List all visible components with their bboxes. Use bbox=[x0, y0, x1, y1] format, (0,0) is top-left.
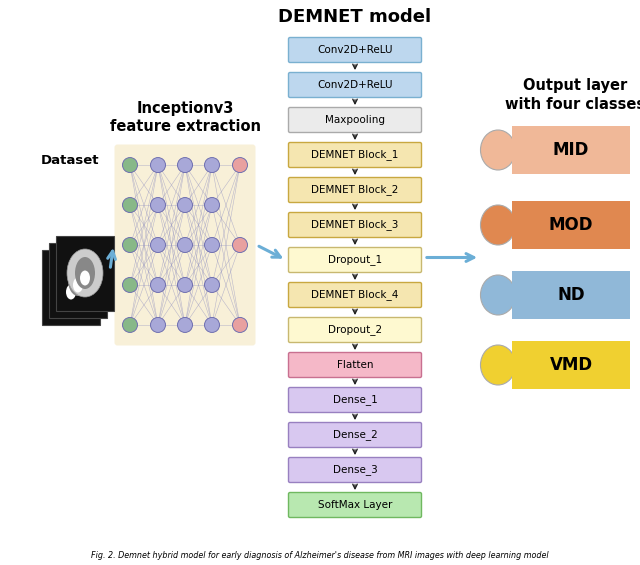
Text: DEMNET Block_3: DEMNET Block_3 bbox=[311, 220, 399, 231]
Text: DEMNET Block_4: DEMNET Block_4 bbox=[311, 289, 399, 301]
FancyBboxPatch shape bbox=[289, 107, 422, 133]
Text: VMD: VMD bbox=[549, 356, 593, 374]
Ellipse shape bbox=[68, 264, 88, 296]
Circle shape bbox=[122, 277, 138, 293]
Circle shape bbox=[177, 318, 193, 332]
Circle shape bbox=[232, 318, 248, 332]
Ellipse shape bbox=[481, 345, 515, 385]
FancyBboxPatch shape bbox=[289, 282, 422, 307]
Ellipse shape bbox=[66, 285, 76, 299]
Ellipse shape bbox=[481, 275, 515, 315]
Text: Dense_1: Dense_1 bbox=[333, 394, 378, 406]
Ellipse shape bbox=[73, 277, 83, 293]
Text: Flatten: Flatten bbox=[337, 360, 373, 370]
Circle shape bbox=[150, 237, 166, 253]
FancyBboxPatch shape bbox=[289, 423, 422, 447]
Circle shape bbox=[122, 198, 138, 212]
Text: DEMNET Block_2: DEMNET Block_2 bbox=[311, 185, 399, 195]
Ellipse shape bbox=[61, 271, 81, 303]
Text: Dataset: Dataset bbox=[41, 154, 99, 167]
Text: Conv2D+ReLU: Conv2D+ReLU bbox=[317, 80, 393, 90]
Ellipse shape bbox=[67, 249, 103, 297]
Bar bbox=[42, 250, 100, 325]
FancyBboxPatch shape bbox=[289, 37, 422, 63]
FancyBboxPatch shape bbox=[289, 72, 422, 98]
Text: Conv2D+ReLU: Conv2D+ReLU bbox=[317, 45, 393, 55]
FancyBboxPatch shape bbox=[289, 458, 422, 483]
Circle shape bbox=[205, 237, 220, 253]
FancyBboxPatch shape bbox=[289, 247, 422, 272]
Circle shape bbox=[122, 237, 138, 253]
Circle shape bbox=[205, 158, 220, 172]
Ellipse shape bbox=[60, 256, 96, 304]
FancyBboxPatch shape bbox=[289, 493, 422, 518]
Circle shape bbox=[177, 158, 193, 172]
Text: SoftMax Layer: SoftMax Layer bbox=[318, 500, 392, 510]
Circle shape bbox=[150, 318, 166, 332]
Text: Dense_3: Dense_3 bbox=[333, 464, 378, 476]
Text: Maxpooling: Maxpooling bbox=[325, 115, 385, 125]
Text: ND: ND bbox=[557, 286, 585, 304]
Ellipse shape bbox=[75, 257, 95, 289]
Text: DEMNET model: DEMNET model bbox=[278, 8, 431, 26]
Circle shape bbox=[122, 158, 138, 172]
FancyBboxPatch shape bbox=[289, 212, 422, 237]
Text: Output layer
with four classes: Output layer with four classes bbox=[505, 78, 640, 112]
Circle shape bbox=[205, 277, 220, 293]
Circle shape bbox=[177, 198, 193, 212]
Text: Dropout_2: Dropout_2 bbox=[328, 324, 382, 336]
Circle shape bbox=[150, 277, 166, 293]
Bar bbox=[512, 341, 630, 389]
Ellipse shape bbox=[481, 205, 515, 245]
Circle shape bbox=[205, 318, 220, 332]
Bar bbox=[512, 126, 630, 174]
FancyBboxPatch shape bbox=[289, 353, 422, 377]
FancyBboxPatch shape bbox=[289, 142, 422, 167]
FancyBboxPatch shape bbox=[289, 177, 422, 202]
Text: Dense_2: Dense_2 bbox=[333, 429, 378, 441]
Ellipse shape bbox=[53, 263, 89, 311]
Circle shape bbox=[205, 198, 220, 212]
Text: Inceptionv3
feature extraction: Inceptionv3 feature extraction bbox=[109, 101, 260, 134]
Circle shape bbox=[150, 198, 166, 212]
Text: DEMNET Block_1: DEMNET Block_1 bbox=[311, 150, 399, 160]
Text: Fig. 2. Demnet hybrid model for early diagnosis of Alzheimer's disease from MRI : Fig. 2. Demnet hybrid model for early di… bbox=[91, 550, 549, 559]
Circle shape bbox=[150, 158, 166, 172]
Text: MID: MID bbox=[553, 141, 589, 159]
Ellipse shape bbox=[80, 271, 90, 285]
Ellipse shape bbox=[481, 130, 515, 170]
Circle shape bbox=[122, 318, 138, 332]
Bar bbox=[56, 236, 114, 311]
Text: MOD: MOD bbox=[548, 216, 593, 234]
Circle shape bbox=[232, 158, 248, 172]
Text: Dropout_1: Dropout_1 bbox=[328, 255, 382, 266]
FancyBboxPatch shape bbox=[289, 388, 422, 412]
Circle shape bbox=[177, 277, 193, 293]
Bar bbox=[512, 271, 630, 319]
Circle shape bbox=[232, 237, 248, 253]
Bar bbox=[49, 243, 107, 318]
FancyBboxPatch shape bbox=[289, 318, 422, 342]
FancyBboxPatch shape bbox=[115, 145, 255, 346]
Circle shape bbox=[177, 237, 193, 253]
Bar bbox=[512, 201, 630, 249]
